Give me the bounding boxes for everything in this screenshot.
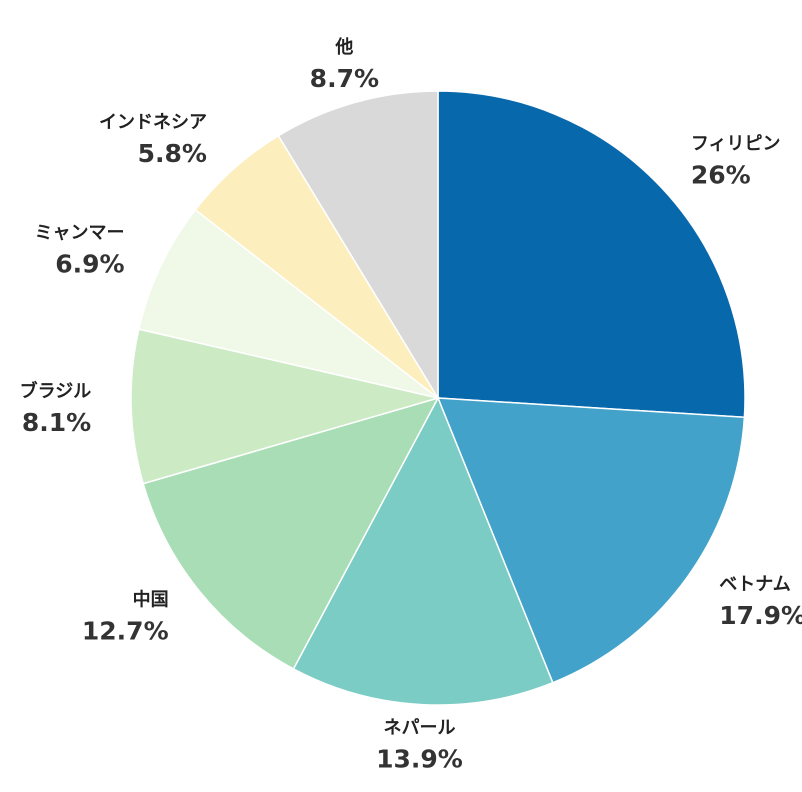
slice-category: ベトナム — [719, 574, 790, 595]
slice-category: ミャンマー — [35, 222, 125, 243]
slice-category: インドネシア — [99, 112, 207, 133]
slice-value-label: 12.7% — [82, 617, 169, 646]
pie-slice — [130, 328, 441, 485]
pie-slice — [137, 208, 439, 399]
pie-slice — [277, 90, 439, 401]
slice-value-label: 26% — [691, 161, 751, 190]
slice-value-label: 6.9% — [55, 249, 124, 278]
pie-slice — [436, 397, 746, 684]
slice-category: ブラジル — [20, 380, 92, 402]
pie-slice — [292, 396, 554, 706]
pie-slice — [142, 396, 440, 670]
pie-slice — [437, 90, 746, 419]
slice-category: 他 — [334, 36, 353, 58]
slice-value-label: 5.8% — [138, 139, 207, 168]
slice-category: フィリピン — [691, 134, 781, 155]
slice-value-label: 8.1% — [22, 408, 91, 437]
slice-value-label: 17.9% — [719, 601, 802, 630]
slice-category: ネパール — [383, 717, 455, 738]
slice-category: 中国 — [133, 589, 169, 611]
slice-value-label: 13.9% — [376, 744, 463, 773]
slice-value-label: 8.7% — [310, 64, 379, 93]
